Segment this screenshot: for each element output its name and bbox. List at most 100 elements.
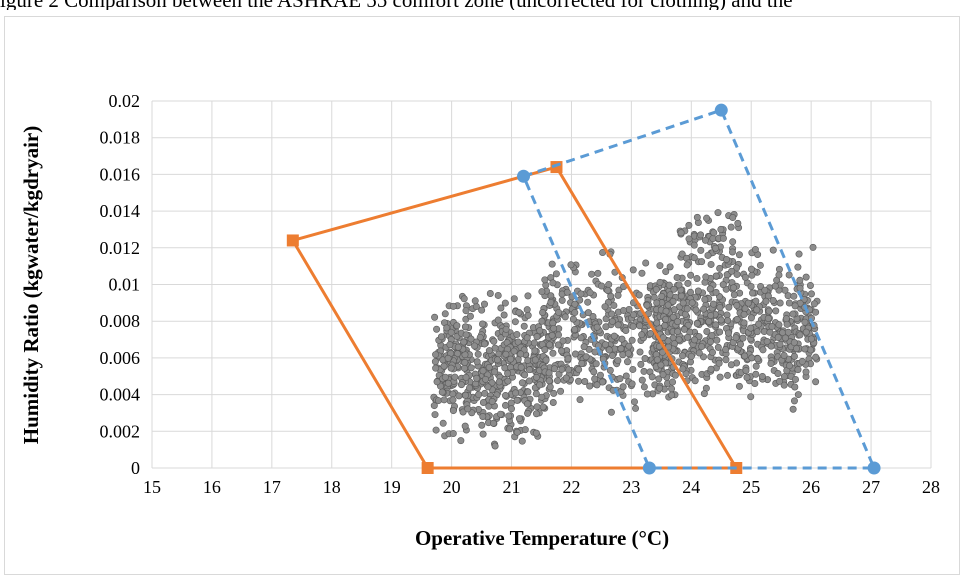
scatter-point xyxy=(488,397,496,405)
scatter-point xyxy=(577,290,585,298)
scatter-point xyxy=(533,333,541,341)
scatter-point xyxy=(586,382,594,390)
scatter-point xyxy=(467,335,475,343)
scatter-point xyxy=(683,261,691,269)
scatter-point xyxy=(733,264,741,272)
scatter-point xyxy=(687,352,695,360)
scatter-point xyxy=(449,302,457,310)
scatter-point xyxy=(608,317,616,325)
scatter-point xyxy=(730,284,738,292)
x-axis-title: Operative Temperature (°C) xyxy=(415,526,669,550)
scatter-point xyxy=(624,358,632,366)
scatter-point xyxy=(791,302,799,310)
scatter-point xyxy=(640,383,648,391)
scatter-point xyxy=(741,273,749,281)
scatter-point xyxy=(722,346,730,354)
scatter-point xyxy=(767,342,775,350)
scatter-point xyxy=(784,328,792,336)
scatter-point xyxy=(700,390,708,398)
scatter-point xyxy=(493,356,501,364)
scatter-point xyxy=(614,291,622,299)
scatter-point xyxy=(461,422,469,430)
scatter-point xyxy=(796,331,804,339)
scatter-point xyxy=(524,356,532,364)
scatter-point xyxy=(729,214,737,222)
scatter-point xyxy=(790,292,798,300)
scatter-point xyxy=(781,334,789,342)
scatter-point xyxy=(531,347,539,355)
scatter-point xyxy=(464,405,472,413)
scatter-point xyxy=(502,391,510,399)
scatter-point xyxy=(701,296,709,304)
scatter-points xyxy=(430,209,821,450)
scatter-point xyxy=(524,292,532,300)
scatter-point xyxy=(666,263,674,271)
scatter-point xyxy=(536,381,544,389)
scatter-point xyxy=(504,377,512,385)
scatter-point xyxy=(460,338,468,346)
scatter-point xyxy=(453,322,461,330)
scatter-point xyxy=(809,243,817,251)
scatter-point xyxy=(484,383,492,391)
scatter-point xyxy=(439,419,447,427)
scatter-point xyxy=(709,300,717,308)
scatter-point xyxy=(643,301,651,309)
scatter-point xyxy=(767,360,775,368)
scatter-point xyxy=(471,342,479,350)
scatter-point xyxy=(655,375,663,383)
scatter-point xyxy=(571,309,579,317)
scatter-point xyxy=(466,312,474,320)
scatter-point xyxy=(606,366,614,374)
scatter-point xyxy=(761,286,769,294)
scatter-point xyxy=(605,281,613,289)
scatter-point xyxy=(812,353,820,361)
figure-caption: igure 2 Comparison between the ASHRAE 55… xyxy=(0,0,964,10)
x-tick-label: 22 xyxy=(562,477,580,497)
scatter-point xyxy=(533,403,541,411)
scatter-point xyxy=(677,292,685,300)
scatter-point xyxy=(491,442,499,450)
scatter-point xyxy=(657,361,665,369)
y-tick-label: 0.006 xyxy=(100,348,141,368)
scatter-point xyxy=(479,320,487,328)
scatter-point xyxy=(684,279,692,287)
scatter-point xyxy=(510,347,518,355)
scatter-point xyxy=(605,346,613,354)
scatter-point xyxy=(518,437,526,445)
scatter-point xyxy=(751,246,759,254)
scatter-point xyxy=(539,403,547,411)
scatter-point xyxy=(684,333,692,341)
scatter-point xyxy=(802,273,810,281)
scatter-point xyxy=(682,370,690,378)
scatter-point xyxy=(592,360,600,368)
scatter-point xyxy=(706,285,714,293)
scatter-point xyxy=(780,351,788,359)
x-tick-label: 21 xyxy=(503,477,521,497)
scatter-point xyxy=(789,310,797,318)
scatter-point xyxy=(455,392,463,400)
scatter-point xyxy=(594,269,602,277)
scatter-point xyxy=(552,270,560,278)
scatter-point xyxy=(702,273,710,281)
scatter-point xyxy=(431,411,439,419)
scatter-point xyxy=(713,336,721,344)
scatter-point xyxy=(588,270,596,278)
scatter-point xyxy=(562,374,570,382)
scatter-point xyxy=(785,271,793,279)
scatter-point xyxy=(485,363,493,371)
scatter-point xyxy=(656,384,664,392)
scatter-point xyxy=(549,279,557,287)
scatter-point xyxy=(791,383,799,391)
scatter-point xyxy=(724,329,732,337)
scatter-point xyxy=(524,311,532,319)
scatter-point xyxy=(716,303,724,311)
scatter-point xyxy=(530,339,538,347)
scatter-point xyxy=(521,426,529,434)
scatter-point xyxy=(437,333,445,341)
scatter-point xyxy=(661,322,669,330)
scatter-point xyxy=(646,330,654,338)
scatter-point xyxy=(785,299,793,307)
scatter-point xyxy=(636,348,644,356)
scatter-point xyxy=(794,263,802,271)
y-tick-label: 0.012 xyxy=(100,238,141,258)
